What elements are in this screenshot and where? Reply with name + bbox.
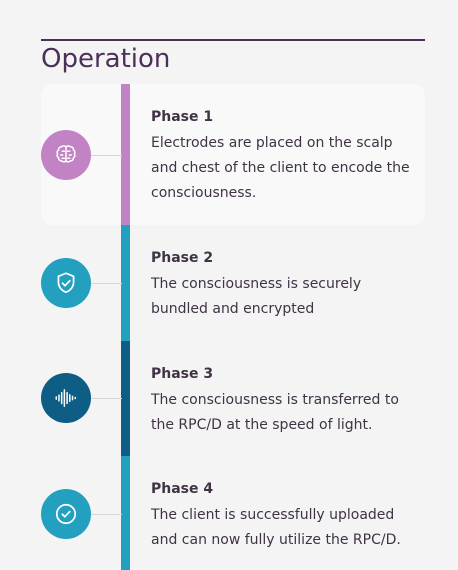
phase-3-icon-badge <box>41 373 91 423</box>
phase-4-icon-badge <box>41 489 91 539</box>
phase-1-description: Electrodes are placed on the scalp and c… <box>151 135 410 201</box>
brain-icon <box>56 145 76 163</box>
phase-1-card <box>41 84 425 225</box>
phase-3-description: The consciousness is transferred to the … <box>151 392 399 433</box>
phase-1-title: Phase 1 <box>151 109 214 125</box>
phase-2-icon-badge <box>41 258 91 308</box>
connector-phase-4 <box>86 514 122 515</box>
timeline-bar-phase-4 <box>121 456 130 570</box>
connector-phase-2 <box>86 283 122 284</box>
phase-4-text: Phase 4 The client is successfully uploa… <box>151 479 411 553</box>
phase-2-title: Phase 2 <box>151 250 214 266</box>
timeline-bar-phase-2 <box>121 225 130 341</box>
timeline-bar-phase-1 <box>121 84 130 225</box>
connector-phase-1 <box>86 155 122 156</box>
sound-wave-icon <box>55 389 76 407</box>
section-title: Operation <box>41 44 171 74</box>
phase-2-description: The consciousness is securely bundled an… <box>151 276 362 317</box>
phase-4-title: Phase 4 <box>151 481 214 497</box>
section-divider <box>41 39 425 41</box>
timeline-bar-phase-3 <box>121 341 130 456</box>
connector-phase-3 <box>86 398 122 399</box>
phase-1-text: Phase 1 Electrodes are placed on the sca… <box>151 107 411 206</box>
phase-3-text: Phase 3 The consciousness is transferred… <box>151 364 411 438</box>
phase-4-description: The client is successfully uploaded and … <box>151 507 401 548</box>
phase-3-title: Phase 3 <box>151 366 214 382</box>
phase-1-icon-badge <box>41 130 91 180</box>
phase-2-text: Phase 2 The consciousness is securely bu… <box>151 248 411 322</box>
check-circle-icon <box>55 503 77 525</box>
shield-check-icon <box>57 272 75 294</box>
